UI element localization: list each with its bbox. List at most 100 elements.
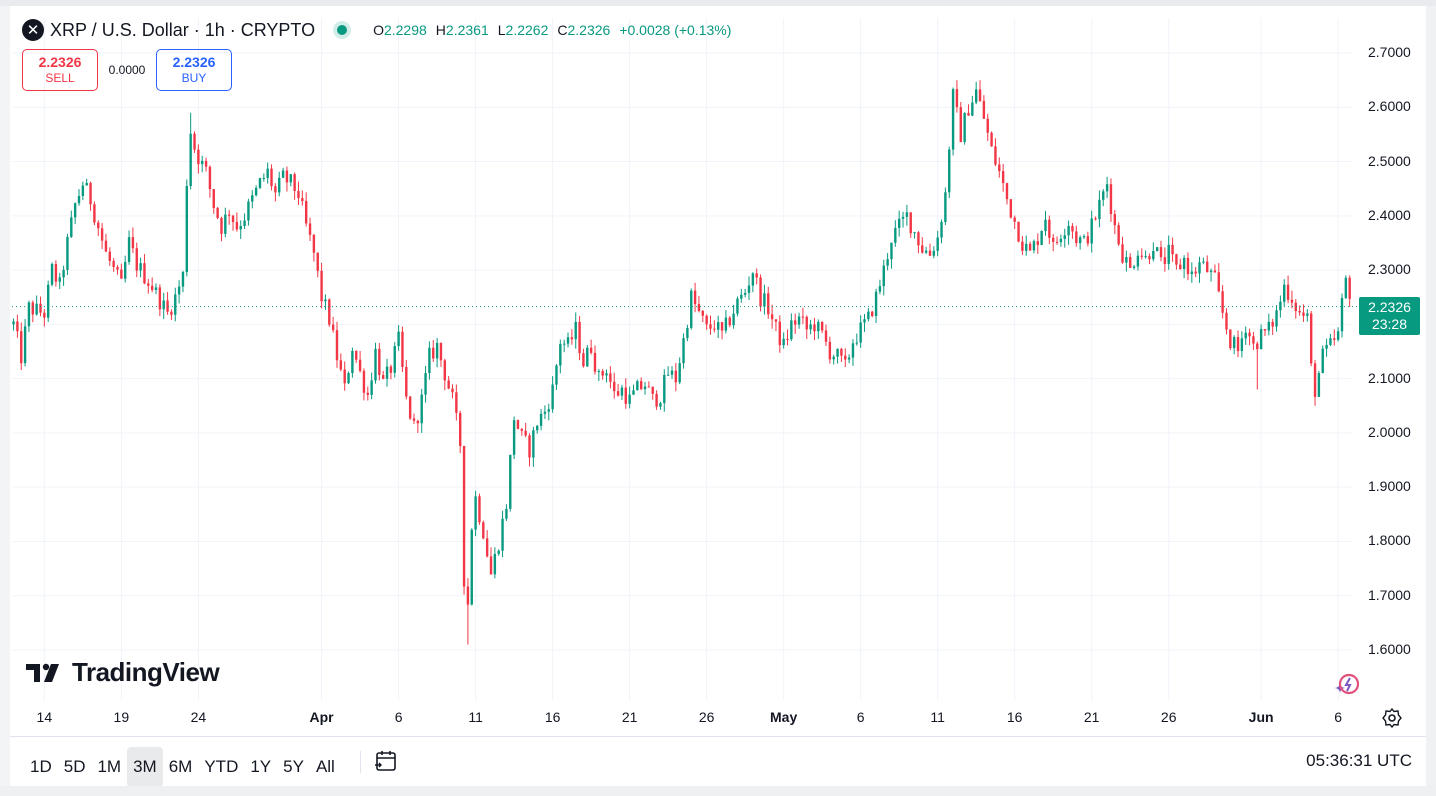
candle-down <box>1263 329 1267 331</box>
tradingview-logo[interactable]: TradingView <box>26 657 220 688</box>
range-button-1y[interactable]: 1Y <box>250 757 272 776</box>
trade-panel: 2.2326 SELL 0.0000 2.2326 BUY <box>22 49 232 91</box>
candle-up <box>913 232 916 234</box>
candle-up <box>886 259 889 266</box>
utc-clock[interactable]: 05:36:31 UTC <box>1306 751 1412 770</box>
y-tick-label: 2.5000 <box>1368 152 1411 169</box>
x-tick-label: Apr <box>309 709 334 725</box>
candle-up <box>1202 261 1205 263</box>
candle-up <box>636 381 639 391</box>
candle-up <box>547 409 550 412</box>
symbol-title[interactable]: XRP / U.S. Dollar · 1h · CRYPTO <box>50 19 316 40</box>
market-open-dot <box>337 25 348 35</box>
candle-up <box>670 370 674 375</box>
candle-up <box>12 321 15 325</box>
candle-down <box>147 283 150 286</box>
range-button-all[interactable]: All <box>315 757 335 776</box>
candle-up <box>859 322 862 343</box>
y-tick-label: 2.4000 <box>1368 206 1411 223</box>
candle-up <box>66 236 69 270</box>
candle-up <box>851 343 855 358</box>
ai-sparkle-icon[interactable] <box>1330 670 1362 700</box>
candle-down <box>378 348 381 376</box>
candle-up <box>493 553 497 575</box>
candle-down <box>316 252 319 271</box>
candle-down <box>43 312 46 318</box>
candle-down <box>955 89 959 108</box>
gear-icon[interactable] <box>1380 706 1404 730</box>
candle-down <box>697 304 701 311</box>
range-button-6m[interactable]: 6M <box>168 757 193 776</box>
candle-up <box>512 420 516 455</box>
candle-up <box>266 168 269 178</box>
candle-down <box>693 290 697 305</box>
candle-up <box>247 201 250 221</box>
candle-down <box>166 300 169 312</box>
candle-up <box>1090 218 1093 244</box>
range-button-1d[interactable]: 1D <box>30 757 52 776</box>
spread-value: 0.0000 <box>108 63 146 77</box>
range-button-3m[interactable]: 3M <box>127 747 163 787</box>
candle-down <box>320 270 323 302</box>
candle-up <box>620 387 624 396</box>
candle-up <box>1340 297 1344 332</box>
candle-up <box>174 294 177 315</box>
candle-down <box>366 392 369 395</box>
range-button-5d[interactable]: 5D <box>63 757 86 776</box>
range-button-1m[interactable]: 1M <box>97 757 122 776</box>
candle-up <box>35 303 38 315</box>
candle-up <box>1198 262 1201 274</box>
candle-up <box>177 286 181 295</box>
candle-up <box>894 227 897 243</box>
candle-down <box>97 222 100 229</box>
candle-up <box>782 338 785 346</box>
y-tick-label: 1.6000 <box>1368 641 1411 657</box>
candle-up <box>836 348 839 357</box>
candle-down <box>31 302 34 315</box>
candle-up <box>1306 313 1309 316</box>
candle-up <box>1025 243 1028 251</box>
candle-down <box>1206 261 1209 273</box>
candle-down <box>116 266 119 270</box>
candle-down <box>982 100 986 119</box>
candle-down <box>1225 312 1228 330</box>
candle-up <box>940 221 943 238</box>
candle-down <box>1175 254 1178 265</box>
candle-up <box>46 284 50 318</box>
candle-down <box>1256 343 1259 350</box>
candle-down <box>528 435 531 458</box>
sell-button[interactable]: 2.2326 SELL <box>22 49 98 91</box>
candle-up <box>890 242 893 260</box>
candle-down <box>1313 363 1317 397</box>
candle-up <box>1032 241 1036 251</box>
candle-up <box>81 185 85 197</box>
candle-down <box>624 387 627 404</box>
candle-down <box>1298 311 1301 313</box>
candle-down <box>1055 241 1059 243</box>
candle-down <box>1213 270 1217 273</box>
range-button-ytd[interactable]: YTD <box>204 757 239 776</box>
candle-down <box>709 324 712 329</box>
candle-up <box>643 386 647 390</box>
candle-up <box>874 291 878 316</box>
candle-up <box>678 363 681 383</box>
buy-button[interactable]: 2.2326 BUY <box>156 49 232 91</box>
candle-down <box>355 350 358 360</box>
candle-up <box>262 177 266 179</box>
bottom-toolbar: 1D 5D 1M 3M 6M YTD 1Y 5Y All 05:36:31 UTC <box>10 736 1426 787</box>
calendar-icon[interactable] <box>370 745 402 777</box>
candle-up <box>77 196 81 204</box>
x-tick-label: May <box>770 709 798 725</box>
candle-down <box>143 263 146 284</box>
candle-up <box>370 380 373 395</box>
candle-up <box>948 149 951 193</box>
candle-up <box>251 195 254 202</box>
candle-up <box>797 316 801 325</box>
y-tick-label: 1.7000 <box>1368 586 1411 603</box>
candle-down <box>959 107 962 142</box>
candle-up <box>605 373 608 376</box>
candle-up <box>1317 373 1321 397</box>
candle-down <box>1236 337 1240 352</box>
range-button-5y[interactable]: 5Y <box>283 757 304 776</box>
